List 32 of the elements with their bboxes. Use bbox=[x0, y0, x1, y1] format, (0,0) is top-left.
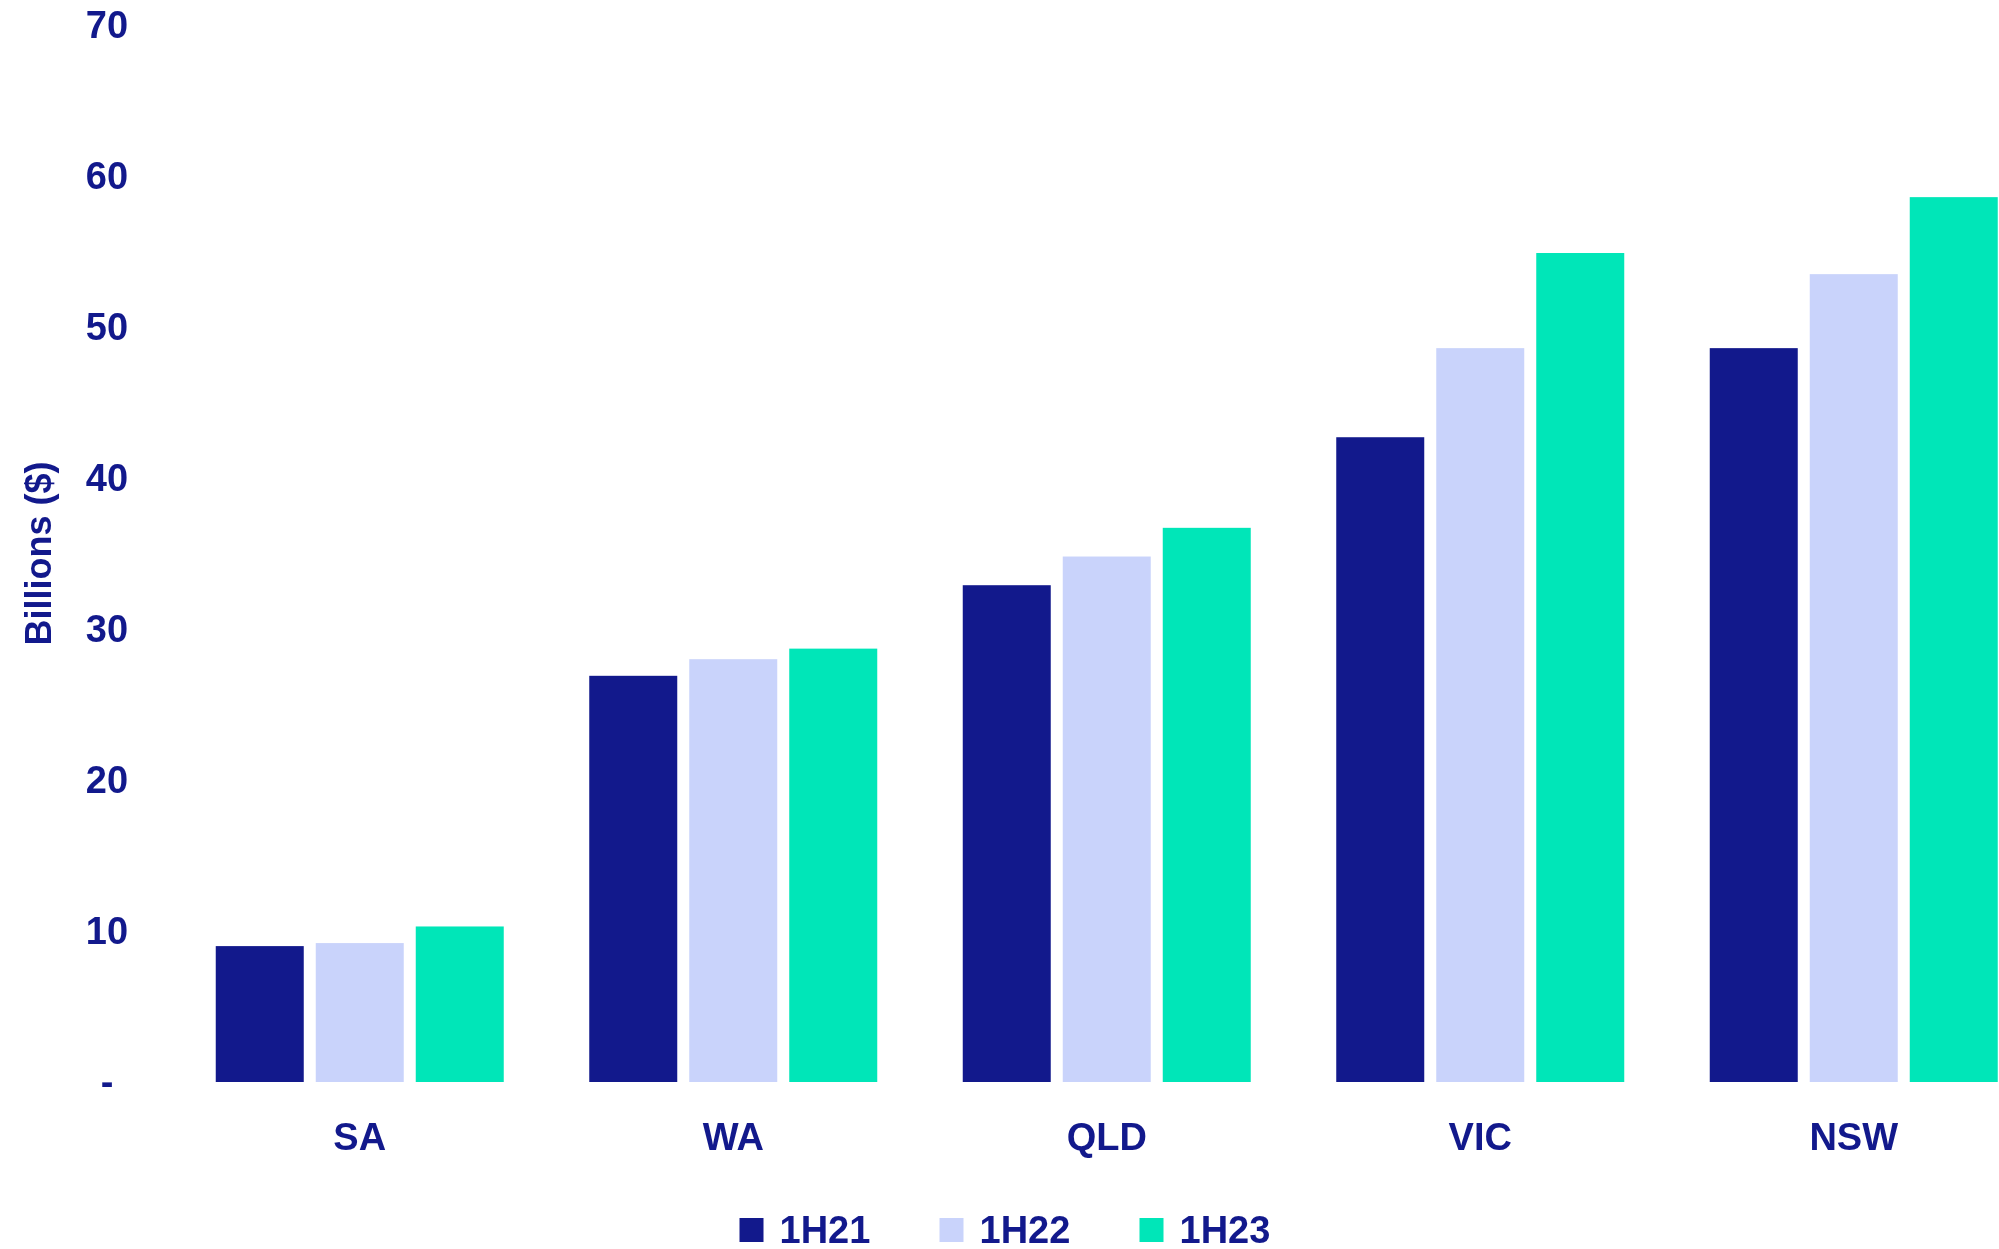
bar bbox=[1809, 274, 1898, 1082]
bar bbox=[962, 585, 1051, 1082]
bar bbox=[1909, 197, 1998, 1082]
bar bbox=[789, 648, 878, 1082]
y-tick-label: - bbox=[100, 1061, 114, 1103]
bar bbox=[689, 659, 778, 1082]
y-tick-label: 10 bbox=[85, 910, 129, 952]
bar bbox=[1062, 556, 1151, 1082]
bar bbox=[1709, 348, 1798, 1082]
y-tick-label: 50 bbox=[85, 306, 129, 348]
legend-label: 1H21 bbox=[779, 1209, 871, 1249]
bar bbox=[415, 926, 504, 1082]
bar bbox=[589, 675, 678, 1082]
x-tick-label: WA bbox=[702, 1116, 764, 1158]
x-tick-label: VIC bbox=[1448, 1116, 1512, 1158]
x-tick-label: SA bbox=[333, 1116, 387, 1158]
y-tick-label: 20 bbox=[85, 759, 129, 801]
bar bbox=[1436, 348, 1525, 1082]
bar bbox=[1336, 437, 1425, 1082]
bar bbox=[1162, 527, 1251, 1082]
x-tick-label: NSW bbox=[1809, 1116, 1899, 1158]
y-tick-label: 70 bbox=[85, 4, 129, 46]
y-tick-label: 60 bbox=[85, 155, 129, 197]
bar bbox=[315, 943, 404, 1082]
y-tick-label: 40 bbox=[85, 457, 129, 499]
legend-label: 1H23 bbox=[1179, 1209, 1271, 1249]
bar bbox=[215, 946, 304, 1082]
legend-label: 1H22 bbox=[979, 1209, 1071, 1249]
bar bbox=[1536, 253, 1625, 1082]
y-axis-title: Billions ($) bbox=[17, 461, 59, 646]
x-tick-label: QLD bbox=[1066, 1116, 1147, 1158]
y-tick-label: 30 bbox=[85, 608, 129, 650]
